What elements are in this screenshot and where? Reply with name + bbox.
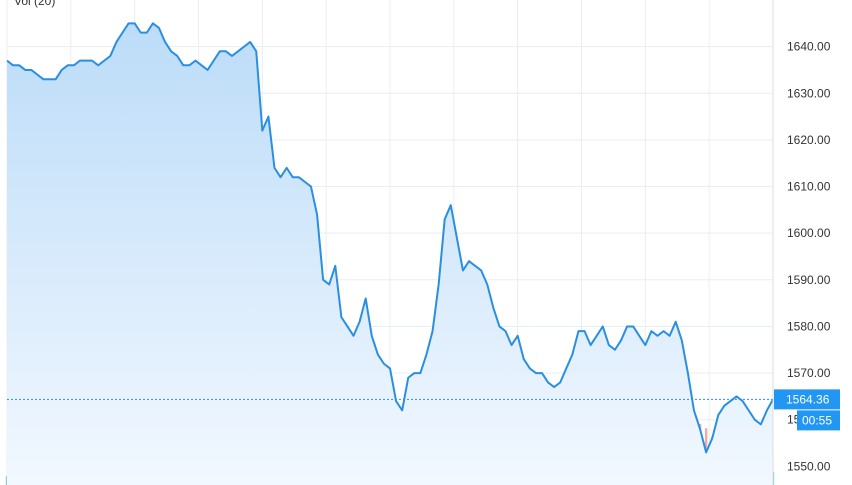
last-price-badge: 1564.36 [774, 389, 840, 410]
y-tick-label: 1630.00 [787, 86, 831, 100]
volume-label: Vol (20) [14, 0, 55, 8]
countdown-badge: 00:55 [797, 410, 840, 431]
price-area [7, 23, 773, 485]
y-tick-label: 1610.00 [787, 180, 831, 194]
y-tick-label: 1570.00 [787, 366, 831, 380]
y-tick-label: 1620.00 [787, 133, 831, 147]
price-line [6, 22, 774, 454]
y-tick-label: 1580.00 [787, 319, 831, 333]
y-tick-label: 1640.00 [787, 40, 831, 54]
y-axis: 1640.00 1630.00 1620.00 1610.00 1600.00 1590.… [787, 40, 831, 474]
last-price-value: 1564.36 [786, 392, 830, 406]
y-tick-label: 1590.00 [787, 273, 831, 287]
countdown-value: 00:55 [802, 413, 832, 427]
y-tick-label: 1550.00 [787, 459, 831, 473]
y-tick-label: 1600.00 [787, 226, 831, 240]
